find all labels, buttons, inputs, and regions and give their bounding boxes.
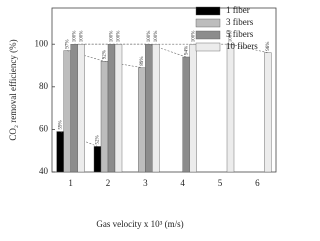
bar — [114, 44, 123, 173]
x-tick-label: 1 — [68, 178, 73, 188]
chart: Gas velocity x 10³ (m/s) CO₂ removal eff… — [8, 5, 277, 229]
value-label: 100% — [229, 31, 234, 43]
value-label: 100% — [79, 31, 84, 43]
trend-line — [74, 43, 187, 58]
trend-line — [67, 50, 142, 68]
bar — [70, 44, 78, 173]
y-tick-label: 60 — [39, 123, 49, 133]
legend-label: 3 fibers — [226, 17, 254, 27]
value-label: 94% — [184, 46, 189, 55]
x-tick-label: 4 — [180, 178, 185, 188]
value-label: 96% — [266, 42, 271, 51]
bar — [107, 44, 116, 173]
plot-frame — [51, 7, 277, 173]
legend-swatch — [195, 18, 221, 28]
bar — [77, 44, 85, 173]
x-axis-label: Gas velocity x 10³ (m/s) — [96, 219, 183, 229]
value-label: 92% — [103, 50, 108, 59]
legend-swatch — [195, 6, 221, 16]
bar — [100, 61, 109, 173]
bar — [264, 52, 272, 173]
x-tick-label: 3 — [143, 178, 148, 188]
bar — [93, 146, 102, 173]
x-tick-label: 5 — [218, 178, 223, 188]
x-tick-label: 6 — [255, 178, 260, 188]
legend-label: 1 fiber — [226, 5, 250, 15]
y-tick-label: 80 — [39, 81, 49, 91]
y-tick-label: 40 — [39, 166, 49, 176]
bar — [226, 44, 235, 173]
value-label: 100% — [154, 31, 159, 43]
legend-swatch — [195, 30, 221, 40]
bar — [152, 44, 160, 173]
legend-swatch — [195, 42, 221, 52]
bar — [145, 44, 153, 173]
value-label: 59% — [58, 120, 63, 129]
value-label: 100% — [72, 31, 77, 43]
value-label: 100% — [147, 31, 152, 43]
bar — [138, 67, 146, 173]
y-tick-label: 100 — [35, 38, 49, 48]
trend-line — [81, 43, 268, 54]
y-axis-label: CO₂ removal efficiency (%) — [8, 39, 18, 140]
value-label: 100% — [110, 31, 115, 43]
legend-label: 5 fibers — [226, 29, 254, 39]
legend-label: 10 fibers — [226, 41, 258, 51]
bar — [56, 131, 64, 173]
value-label: 100% — [117, 31, 122, 43]
value-label: 100% — [191, 31, 196, 43]
bar — [63, 50, 71, 173]
value-label: 52% — [96, 135, 101, 144]
x-tick-label: 2 — [106, 178, 111, 188]
bar — [189, 44, 197, 173]
value-label: 97% — [65, 39, 70, 48]
bar — [182, 56, 190, 173]
value-label: 89% — [140, 56, 145, 65]
